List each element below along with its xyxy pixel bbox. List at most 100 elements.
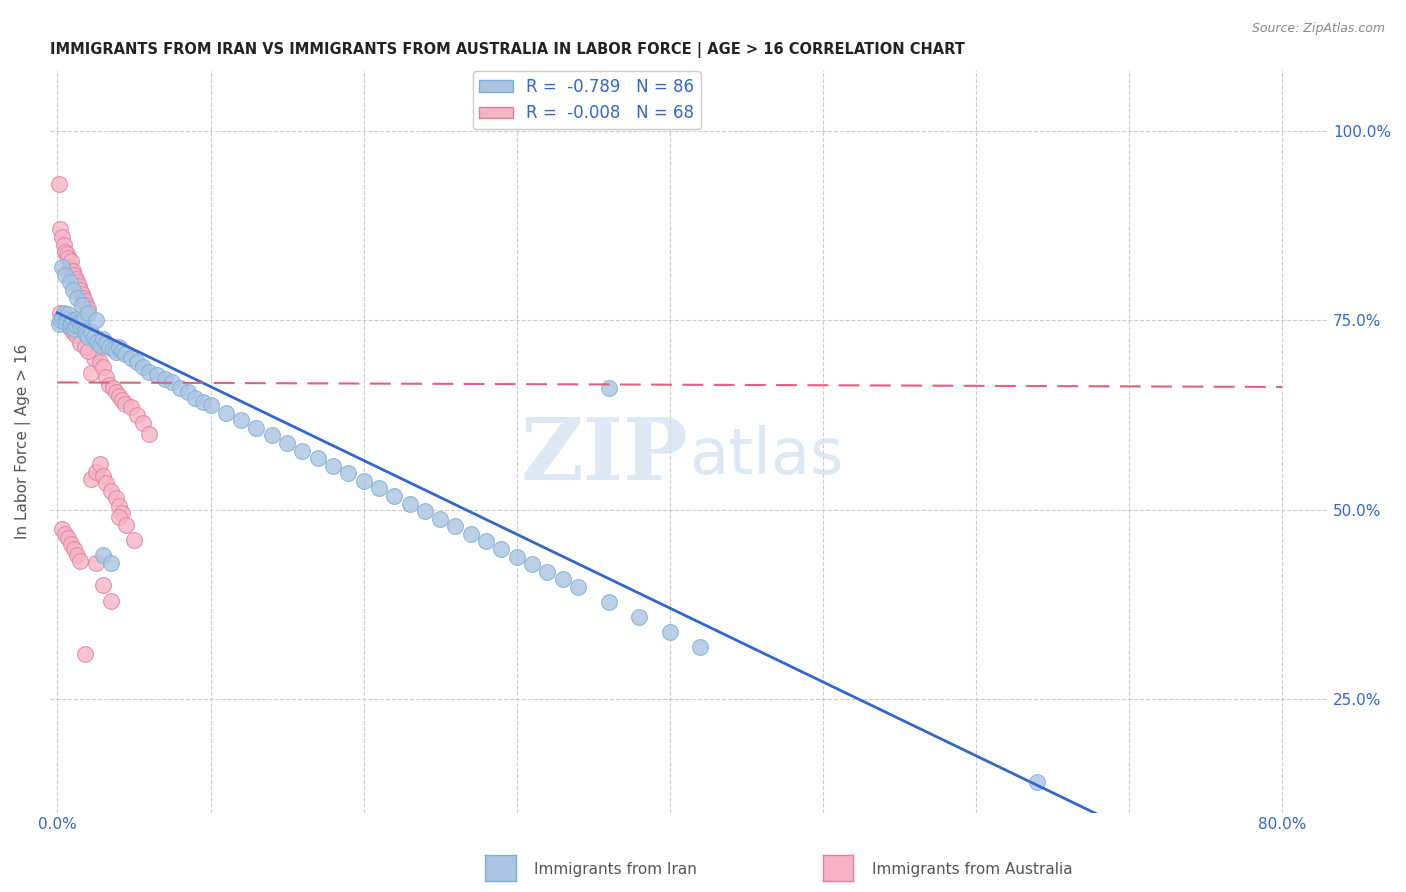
Point xyxy=(567,580,589,594)
Point xyxy=(1149,821,1171,835)
Point xyxy=(125,355,148,369)
Point xyxy=(460,527,482,541)
Point xyxy=(69,336,91,351)
Point xyxy=(115,517,138,532)
Point xyxy=(86,334,108,349)
Point xyxy=(1026,775,1049,789)
Point xyxy=(291,443,314,458)
Point xyxy=(598,382,620,396)
Point xyxy=(83,330,105,344)
Point xyxy=(48,317,70,331)
Point xyxy=(398,497,420,511)
Point xyxy=(107,499,129,513)
Point xyxy=(101,382,124,396)
Point xyxy=(536,565,558,579)
Point xyxy=(122,533,145,547)
Point xyxy=(62,313,84,327)
Point xyxy=(160,376,183,390)
Point xyxy=(70,317,93,331)
Point xyxy=(66,291,89,305)
Text: Source: ZipAtlas.com: Source: ZipAtlas.com xyxy=(1251,22,1385,36)
Point xyxy=(89,355,111,369)
Point xyxy=(65,318,87,332)
Point xyxy=(96,336,118,351)
Point xyxy=(114,347,136,361)
Point xyxy=(551,572,574,586)
Point xyxy=(77,343,100,358)
Point xyxy=(80,472,103,486)
Point xyxy=(60,537,83,551)
Point xyxy=(111,343,134,358)
Point xyxy=(69,319,91,334)
Point xyxy=(132,416,155,430)
Point xyxy=(413,504,436,518)
Point xyxy=(55,310,77,324)
Point xyxy=(91,332,114,346)
Point xyxy=(96,476,118,491)
Point xyxy=(104,345,127,359)
Point xyxy=(83,351,105,366)
Point xyxy=(66,276,89,290)
Point xyxy=(91,548,114,562)
Point xyxy=(100,556,122,570)
Point xyxy=(91,360,114,375)
Point xyxy=(66,548,89,562)
Point xyxy=(72,291,94,305)
Point xyxy=(628,610,651,624)
Point xyxy=(429,512,451,526)
Point xyxy=(104,491,127,506)
Point xyxy=(125,408,148,422)
Point xyxy=(51,230,73,244)
Point xyxy=(101,342,124,356)
Point xyxy=(89,337,111,351)
Point xyxy=(70,286,93,301)
Point xyxy=(51,260,73,275)
Point xyxy=(260,428,283,442)
Point xyxy=(73,340,96,354)
Point xyxy=(80,325,103,339)
Point xyxy=(382,489,405,503)
Point xyxy=(49,222,72,236)
Point xyxy=(98,377,121,392)
Point xyxy=(100,483,122,498)
Point xyxy=(53,315,76,329)
Point xyxy=(77,301,100,316)
Point xyxy=(63,322,86,336)
Point xyxy=(62,264,84,278)
Point xyxy=(76,298,98,312)
Point xyxy=(184,391,207,405)
Point xyxy=(49,306,72,320)
Point xyxy=(73,647,96,661)
Point xyxy=(658,625,681,640)
Y-axis label: In Labor Force | Age > 16: In Labor Force | Age > 16 xyxy=(15,343,31,539)
Point xyxy=(59,276,82,290)
Point xyxy=(48,177,70,191)
Point xyxy=(215,406,238,420)
Point xyxy=(84,313,107,327)
Point xyxy=(104,385,127,400)
Point xyxy=(72,313,94,327)
Point xyxy=(67,279,90,293)
Point xyxy=(120,401,142,415)
Point xyxy=(353,474,375,488)
Point xyxy=(107,510,129,524)
Point xyxy=(520,557,543,571)
Point xyxy=(146,368,169,382)
Point xyxy=(56,532,79,546)
Point xyxy=(111,507,134,521)
Point xyxy=(689,640,711,655)
Point xyxy=(52,306,75,320)
Point xyxy=(69,554,91,568)
Point xyxy=(169,382,191,396)
Point xyxy=(84,556,107,570)
Point xyxy=(153,372,176,386)
Point xyxy=(96,370,118,384)
Point xyxy=(59,321,82,335)
Point xyxy=(53,268,76,282)
Point xyxy=(98,340,121,354)
Point xyxy=(66,311,89,326)
Text: IMMIGRANTS FROM IRAN VS IMMIGRANTS FROM AUSTRALIA IN LABOR FORCE | AGE > 16 CORR: IMMIGRANTS FROM IRAN VS IMMIGRANTS FROM … xyxy=(49,42,965,58)
Point xyxy=(51,310,73,324)
Point xyxy=(77,330,100,344)
Text: ZIP: ZIP xyxy=(522,414,689,499)
